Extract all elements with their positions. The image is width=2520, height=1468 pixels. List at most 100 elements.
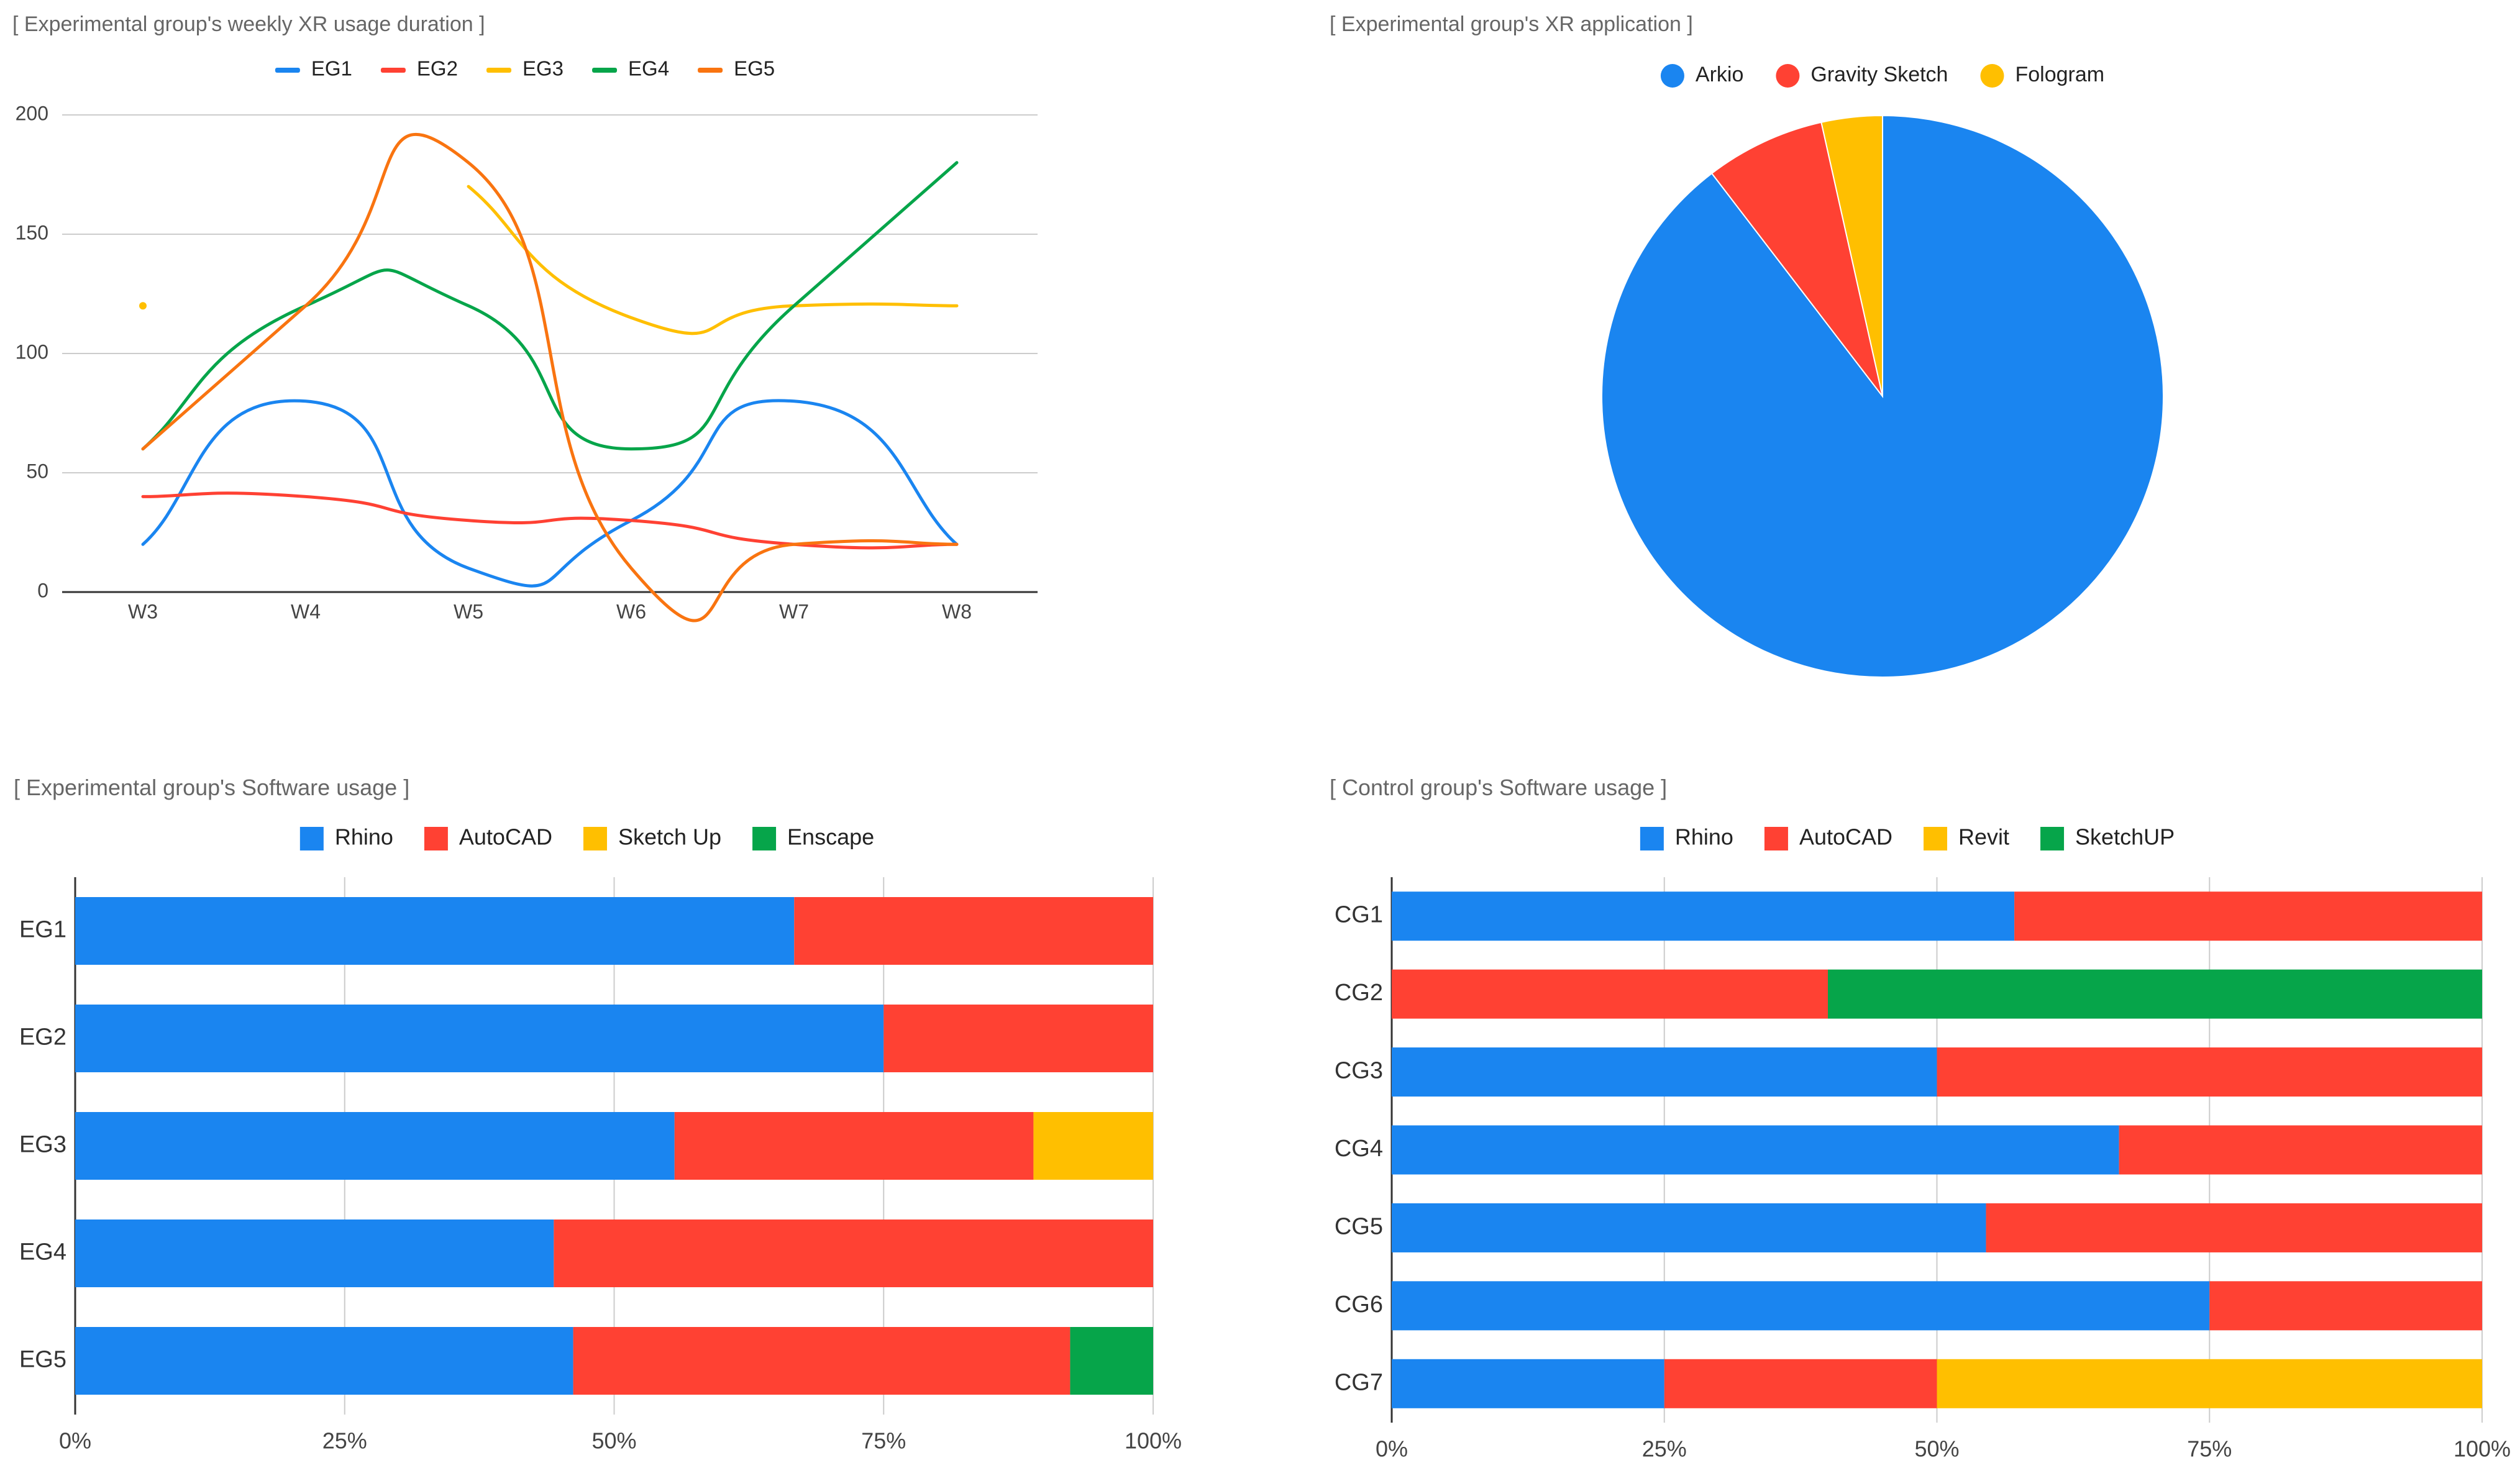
bar-chart-eg-software-legend-marker-enscape (752, 827, 777, 850)
bar-segment-revit (1937, 1359, 2482, 1408)
x-tick-label: W3 (128, 600, 158, 622)
bar-chart-cg-software-legend-marker-rhino (1640, 827, 1664, 850)
y-tick-label: 150 (16, 221, 48, 244)
series-eg4 (141, 161, 959, 451)
y-tick-label: 100 (16, 340, 48, 363)
x-tick-label: W6 (616, 600, 646, 622)
weekly-legend-label-eg2: EG2 (417, 57, 458, 80)
bar-chart-eg-software: [ Experimental group's Software usage ] R… (14, 775, 1182, 1454)
pie-legend-label-arkio: Arkio (1696, 63, 1743, 86)
series-line-eg5 (141, 132, 959, 622)
bar-segment-autocad (1392, 969, 1828, 1019)
category-label: CG7 (1335, 1369, 1383, 1395)
y-tick-label: 50 (26, 460, 48, 482)
bar-chart-cg-software-legend-label-sketchup: SketchUP (2075, 824, 2175, 850)
bar-segment-rhino (75, 1327, 573, 1395)
bar-chart-eg-software-legend-label-enscape: Enscape (787, 824, 874, 850)
category-label: CG4 (1335, 1136, 1383, 1162)
category-label: CG6 (1335, 1292, 1383, 1318)
pie-legend-label-fologram: Fologram (2015, 63, 2104, 86)
category-label: CG3 (1335, 1058, 1383, 1084)
bar-segment-rhino (75, 1112, 675, 1180)
bar-segment-autocad (883, 1005, 1153, 1072)
series-eg3 (139, 185, 959, 335)
bar-segment-rhino (1392, 1125, 2119, 1175)
category-label: EG2 (19, 1024, 66, 1051)
weekly-legend-marker-eg5 (698, 68, 723, 73)
category-label: CG1 (1335, 902, 1383, 928)
x-tick-label: 75% (2187, 1436, 2232, 1462)
weekly-legend-label-eg4: EG4 (628, 57, 669, 80)
pie-chart-xr-application: [ Experimental group's XR application ] A… (1330, 12, 2164, 678)
series-eg5 (141, 132, 959, 622)
bar-chart-eg-software-legend-label-autocad: AutoCAD (459, 824, 552, 850)
weekly-legend-marker-eg3 (486, 68, 511, 73)
series-point-eg3 (139, 302, 147, 310)
pie-legend-marker-fologram (1980, 64, 2004, 88)
x-tick-label: 25% (1642, 1436, 1687, 1462)
bar-segment-autocad (1937, 1047, 2482, 1097)
series-eg1 (141, 399, 959, 588)
category-label: EG1 (19, 917, 66, 943)
x-tick-label: 50% (591, 1428, 636, 1454)
y-tick-label: 0 (37, 579, 48, 601)
x-tick-label: 100% (2454, 1436, 2511, 1462)
bar-chart-eg-software-legend-marker-sketch-up (583, 827, 607, 850)
bar-chart-eg-software-legend-marker-rhino (299, 827, 324, 850)
bar-segment-autocad (2209, 1281, 2482, 1331)
pie-legend-label-gravity-sketch: Gravity Sketch (1810, 63, 1948, 86)
bar-segment-rhino (1392, 1203, 1986, 1252)
bar-segment-sketchup (1828, 969, 2482, 1019)
category-label: EG3 (19, 1132, 66, 1158)
chart-title: [ Experimental group's Software usage ] (14, 775, 409, 800)
bar-segment-autocad (1986, 1203, 2482, 1252)
weekly-legend-marker-eg1 (275, 68, 300, 73)
chart-title: [ Experimental group's weekly XR usage d… (12, 12, 485, 36)
bar-segment-autocad (573, 1327, 1071, 1395)
series-eg2 (141, 491, 959, 550)
bar-segment-rhino (75, 1005, 884, 1072)
pie-slice-fologram (1820, 114, 1883, 397)
bar-chart-eg-software-legend-label-sketch-up: Sketch Up (618, 824, 721, 850)
bar-segment-sketch-up (1033, 1112, 1153, 1180)
bar-segment-rhino (1392, 891, 2015, 941)
bar-chart-cg-software-legend-marker-revit (1924, 827, 1948, 850)
series-line-eg4 (141, 161, 959, 451)
bar-chart-cg-software-legend-label-autocad: AutoCAD (1799, 824, 1892, 850)
bar-segment-rhino (1392, 1359, 1664, 1408)
bar-segment-rhino (1392, 1281, 2210, 1331)
bar-chart-cg-software-legend-marker-autocad (1764, 827, 1788, 850)
x-tick-label: W8 (942, 600, 972, 622)
weekly-legend-label-eg3: EG3 (523, 57, 564, 80)
bar-chart-cg-software-legend-label-revit: Revit (1958, 824, 2009, 850)
bar-segment-autocad (2014, 891, 2482, 941)
bar-segment-rhino (1392, 1047, 1937, 1097)
bar-segment-autocad (794, 897, 1153, 965)
chart-title: [ Experimental group's XR application ] (1330, 12, 1693, 36)
bar-chart-eg-software-legend-label-rhino: Rhino (335, 824, 393, 850)
bar-chart-cg-software-legend-marker-sketchup (2040, 827, 2065, 850)
chart-title: [ Control group's Software usage ] (1330, 775, 1667, 800)
category-label: EG4 (19, 1239, 66, 1265)
category-label: CG5 (1335, 1213, 1383, 1239)
x-tick-label: W4 (291, 600, 321, 622)
bar-segment-autocad (674, 1112, 1034, 1180)
series-line-eg1 (141, 399, 959, 588)
pie-legend-marker-gravity-sketch (1776, 64, 1800, 88)
bar-segment-autocad (2119, 1125, 2482, 1175)
x-tick-label: W5 (454, 600, 483, 622)
x-tick-label: 50% (1914, 1436, 1959, 1462)
x-tick-label: W7 (779, 600, 809, 622)
weekly-legend-marker-eg4 (592, 68, 618, 73)
bar-segment-autocad (554, 1220, 1153, 1287)
x-tick-label: 0% (1376, 1436, 1408, 1462)
weekly-legend-label-eg1: EG1 (311, 57, 352, 80)
bar-chart-cg-software-legend-label-rhino: Rhino (1675, 824, 1733, 850)
x-tick-label: 100% (1125, 1428, 1182, 1454)
bar-segment-rhino (75, 1220, 554, 1287)
bar-segment-enscape (1070, 1327, 1153, 1395)
series-line-eg2 (141, 491, 959, 550)
y-tick-label: 200 (16, 102, 48, 124)
